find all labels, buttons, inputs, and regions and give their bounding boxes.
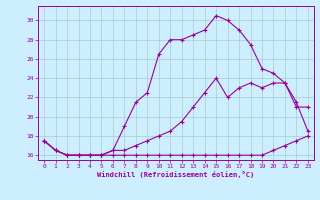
X-axis label: Windchill (Refroidissement éolien,°C): Windchill (Refroidissement éolien,°C) (97, 171, 255, 178)
